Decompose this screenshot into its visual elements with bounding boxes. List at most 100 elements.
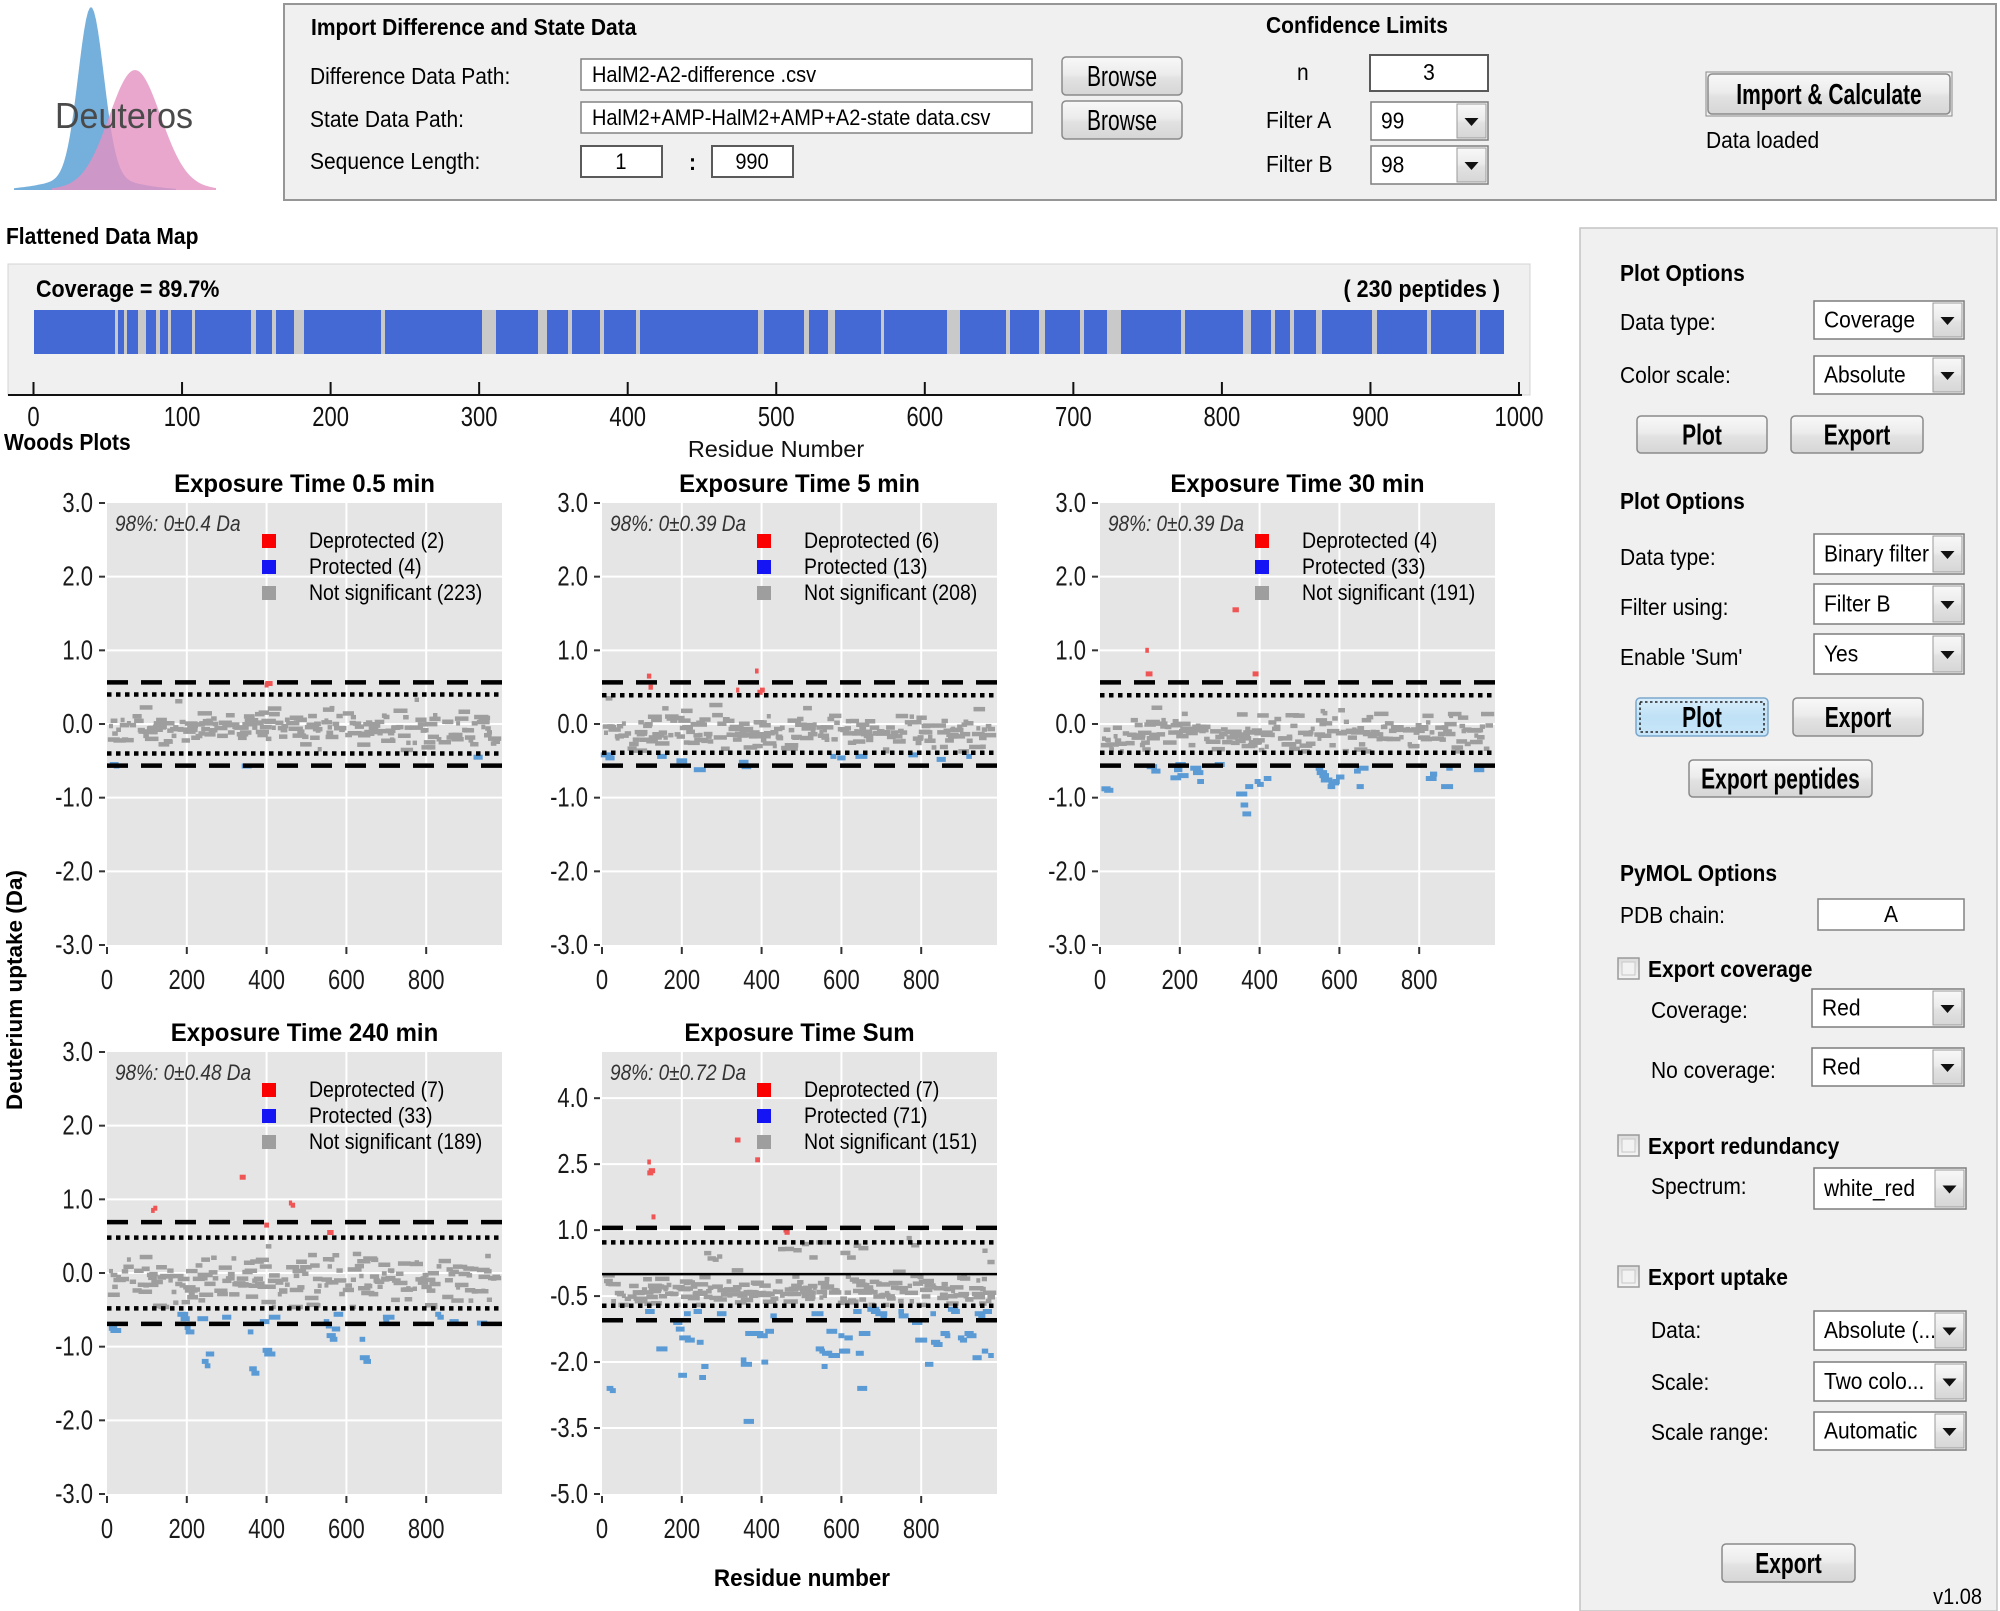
svg-text::: : xyxy=(689,149,696,175)
svg-text:Exposure Time 240 min: Exposure Time 240 min xyxy=(171,1020,439,1048)
svg-text:Plot: Plot xyxy=(1682,702,1722,734)
svg-text:Flattened Data Map: Flattened Data Map xyxy=(6,223,198,249)
svg-text:Deprotected (7): Deprotected (7) xyxy=(804,1078,939,1103)
svg-text:98%: 0±0.4 Da: 98%: 0±0.4 Da xyxy=(115,512,241,537)
svg-text:1000: 1000 xyxy=(1495,401,1544,432)
svg-text:Enable 'Sum': Enable 'Sum' xyxy=(1620,644,1742,670)
svg-text:Automatic: Automatic xyxy=(1824,1417,1917,1443)
svg-text:HalM2-A2-difference .csv: HalM2-A2-difference .csv xyxy=(592,63,817,87)
svg-text:PyMOL Options: PyMOL Options xyxy=(1620,860,1777,886)
svg-text:Protected (4): Protected (4) xyxy=(309,555,422,580)
svg-text:400: 400 xyxy=(1241,964,1278,995)
svg-text:0.0: 0.0 xyxy=(1055,708,1086,739)
svg-text:( 230 peptides ): ( 230 peptides ) xyxy=(1344,276,1500,302)
svg-text:-2.0: -2.0 xyxy=(550,1347,588,1378)
svg-text:0.0: 0.0 xyxy=(62,708,93,739)
svg-text:600: 600 xyxy=(906,401,943,432)
svg-text:600: 600 xyxy=(328,1513,365,1544)
svg-text:400: 400 xyxy=(248,964,285,995)
svg-text:3.0: 3.0 xyxy=(557,487,588,518)
svg-text:800: 800 xyxy=(408,964,445,995)
svg-text:1.0: 1.0 xyxy=(557,1215,588,1246)
svg-text:Deuteros: Deuteros xyxy=(55,95,193,136)
svg-text:1.0: 1.0 xyxy=(62,635,93,666)
svg-text:800: 800 xyxy=(903,964,940,995)
svg-text:Red: Red xyxy=(1822,1053,1861,1079)
svg-text:Protected (33): Protected (33) xyxy=(309,1104,432,1129)
svg-text:Exposure Time 0.5 min: Exposure Time 0.5 min xyxy=(174,471,435,499)
svg-text:Color scale:: Color scale: xyxy=(1620,362,1731,388)
svg-text:-3.0: -3.0 xyxy=(1048,929,1086,960)
svg-text:Not significant (223): Not significant (223) xyxy=(309,581,482,606)
svg-text:200: 200 xyxy=(312,401,349,432)
svg-text:Data:: Data: xyxy=(1651,1317,1701,1343)
svg-text:Deprotected (7): Deprotected (7) xyxy=(309,1078,444,1103)
svg-text:98%: 0±0.72 Da: 98%: 0±0.72 Da xyxy=(610,1061,746,1086)
svg-text:3.0: 3.0 xyxy=(62,1036,93,1067)
svg-text:3: 3 xyxy=(1423,59,1435,85)
svg-text:HalM2+AMP-HalM2+AMP+A2-state d: HalM2+AMP-HalM2+AMP+A2-state data.csv xyxy=(592,106,991,130)
svg-text:Yes: Yes xyxy=(1824,640,1858,666)
svg-text:Protected (33): Protected (33) xyxy=(1302,555,1425,580)
svg-text:2.5: 2.5 xyxy=(557,1149,588,1180)
svg-text:Export: Export xyxy=(1755,1548,1821,1580)
svg-text:800: 800 xyxy=(1401,964,1438,995)
svg-text:Absolute (...: Absolute (... xyxy=(1824,1317,1936,1343)
svg-text:Export: Export xyxy=(1825,702,1891,734)
svg-text:-2.0: -2.0 xyxy=(55,1405,93,1436)
svg-text:Import Difference and State Da: Import Difference and State Data xyxy=(311,14,637,40)
svg-text:Plot Options: Plot Options xyxy=(1620,488,1745,514)
svg-text:Difference Data Path:: Difference Data Path: xyxy=(310,63,510,89)
svg-text:-2.0: -2.0 xyxy=(1048,856,1086,887)
svg-text:99: 99 xyxy=(1381,107,1404,133)
svg-text:PDB chain:: PDB chain: xyxy=(1620,902,1725,928)
svg-text:200: 200 xyxy=(168,964,205,995)
svg-text:900: 900 xyxy=(1352,401,1389,432)
svg-text:Export coverage: Export coverage xyxy=(1648,956,1812,982)
svg-text:Filter B: Filter B xyxy=(1266,151,1332,177)
svg-text:800: 800 xyxy=(903,1513,940,1544)
svg-text:1.0: 1.0 xyxy=(1055,635,1086,666)
svg-text:100: 100 xyxy=(164,401,201,432)
svg-text:500: 500 xyxy=(758,401,795,432)
svg-text:98%: 0±0.39 Da: 98%: 0±0.39 Da xyxy=(610,512,746,537)
svg-text:0: 0 xyxy=(596,964,608,995)
svg-text:Confidence Limits: Confidence Limits xyxy=(1266,12,1448,38)
svg-text:-1.0: -1.0 xyxy=(55,1331,93,1362)
svg-text:Residue Number: Residue Number xyxy=(688,436,865,462)
svg-text:-2.0: -2.0 xyxy=(55,856,93,887)
svg-text:n: n xyxy=(1297,59,1309,85)
svg-text:98%: 0±0.48 Da: 98%: 0±0.48 Da xyxy=(115,1061,251,1086)
svg-text:2.0: 2.0 xyxy=(62,561,93,592)
svg-text:Spectrum:: Spectrum: xyxy=(1651,1173,1747,1199)
svg-text:Coverage = 89.7%: Coverage = 89.7% xyxy=(36,276,219,302)
svg-text:Coverage:: Coverage: xyxy=(1651,997,1748,1023)
svg-text:98%: 0±0.39 Da: 98%: 0±0.39 Da xyxy=(1108,512,1244,537)
svg-text:0: 0 xyxy=(1094,964,1106,995)
svg-text:200: 200 xyxy=(663,1513,700,1544)
svg-text:Deprotected (6): Deprotected (6) xyxy=(804,529,939,554)
svg-text:Scale:: Scale: xyxy=(1651,1369,1709,1395)
svg-text:white_red: white_red xyxy=(1823,1175,1915,1201)
svg-text:Exposure Time Sum: Exposure Time Sum xyxy=(684,1020,914,1048)
svg-text:300: 300 xyxy=(461,401,498,432)
svg-text:Data type:: Data type: xyxy=(1620,309,1716,335)
svg-text:3.0: 3.0 xyxy=(62,487,93,518)
svg-text:1.0: 1.0 xyxy=(557,635,588,666)
svg-text:Filter A: Filter A xyxy=(1266,107,1332,133)
svg-text:2.0: 2.0 xyxy=(1055,561,1086,592)
svg-text:98: 98 xyxy=(1381,151,1404,177)
svg-text:Filter B: Filter B xyxy=(1824,590,1890,616)
svg-text:Export peptides: Export peptides xyxy=(1701,763,1860,795)
svg-text:400: 400 xyxy=(743,964,780,995)
svg-text:990: 990 xyxy=(735,150,768,174)
svg-text:Red: Red xyxy=(1822,994,1861,1020)
svg-text:600: 600 xyxy=(328,964,365,995)
svg-text:600: 600 xyxy=(823,964,860,995)
svg-text:1.0: 1.0 xyxy=(62,1184,93,1215)
svg-text:A: A xyxy=(1884,901,1898,927)
svg-text:3.0: 3.0 xyxy=(1055,487,1086,518)
svg-text:Binary filter: Binary filter xyxy=(1824,540,1929,566)
svg-text:Scale range:: Scale range: xyxy=(1651,1419,1769,1445)
svg-text:Deprotected (4): Deprotected (4) xyxy=(1302,529,1437,554)
